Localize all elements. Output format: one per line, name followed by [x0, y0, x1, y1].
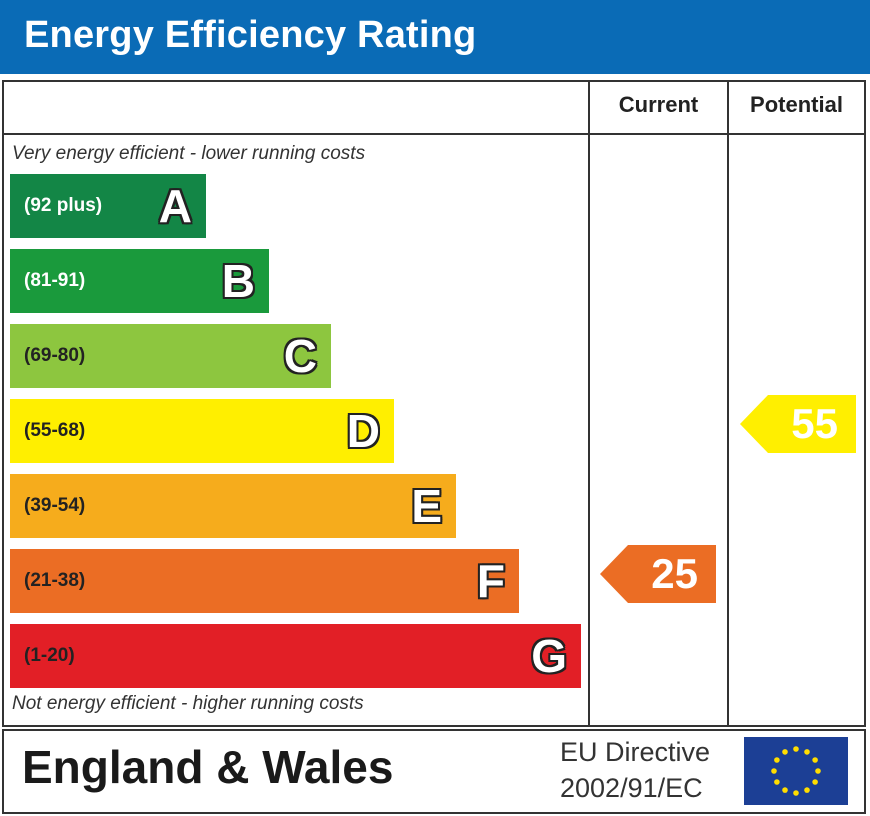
rating-arrow-shape: [740, 395, 856, 453]
band-range-label: (39-54): [24, 495, 86, 516]
eu-star-icon: [793, 790, 799, 796]
column-header-current: Current: [618, 92, 699, 117]
rating-arrow-shape: [600, 545, 716, 603]
eu-star-icon: [812, 757, 818, 763]
band-range-label: (1-20): [24, 645, 75, 666]
footer-region: England & Wales: [22, 741, 394, 793]
eu-star-icon: [804, 749, 810, 755]
rating-arrow-current: 25: [600, 545, 716, 603]
header-divider: [2, 133, 866, 135]
directive-line1: EU Directive: [560, 737, 711, 767]
eu-stars-icon: [771, 746, 821, 796]
band-range-label: (92 plus): [24, 195, 103, 216]
band-b: (81-91) B: [10, 249, 269, 313]
band-g: (1-20) G: [10, 624, 581, 688]
eu-star-icon: [793, 746, 799, 752]
column-header-potential: Potential: [750, 92, 843, 117]
eu-star-icon: [782, 787, 788, 793]
chart-title: Energy Efficiency Rating: [24, 14, 477, 56]
eu-star-icon: [774, 779, 780, 785]
band-letter-label: D: [346, 405, 380, 457]
rating-arrow-potential: 55: [740, 395, 856, 453]
band-letter-label: C: [283, 330, 317, 382]
band-letter-label: G: [531, 630, 567, 682]
column-divider-potential: [727, 80, 729, 727]
eu-star-icon: [774, 757, 780, 763]
note-inefficient: Not energy efficient - higher running co…: [12, 693, 364, 714]
eu-flag-icon: [744, 737, 848, 805]
band-range-label: (69-80): [24, 345, 86, 366]
eu-star-icon: [804, 787, 810, 793]
eu-star-icon: [815, 768, 821, 774]
column-divider-current: [588, 80, 590, 727]
title-bar: Energy Efficiency Rating: [0, 0, 870, 74]
eu-star-icon: [771, 768, 777, 774]
band-c: (69-80) C: [10, 324, 331, 388]
rating-value-potential: 55: [791, 400, 838, 447]
eu-star-icon: [812, 779, 818, 785]
band-range-label: (81-91): [24, 270, 86, 291]
band-f: (21-38) F: [10, 549, 519, 613]
band-letter-label: A: [158, 180, 192, 232]
note-efficient: Very energy efficient - lower running co…: [12, 143, 366, 164]
band-letter-label: B: [221, 255, 255, 307]
rating-value-current: 25: [651, 550, 698, 597]
band-range-label: (55-68): [24, 420, 86, 441]
band-a: (92 plus) A: [10, 174, 206, 238]
band-d: (55-68) D: [10, 399, 394, 463]
footer-frame: [2, 729, 866, 814]
eu-star-icon: [782, 749, 788, 755]
footer-directive: EU Directive 2002/91/EC: [560, 734, 730, 806]
band-e: (39-54) E: [10, 474, 456, 538]
band-letter-label: E: [411, 480, 442, 532]
chart-frame: [2, 80, 866, 727]
band-letter-label: F: [476, 555, 505, 607]
directive-line2: 2002/91/EC: [560, 773, 703, 803]
band-range-label: (21-38): [24, 570, 86, 591]
